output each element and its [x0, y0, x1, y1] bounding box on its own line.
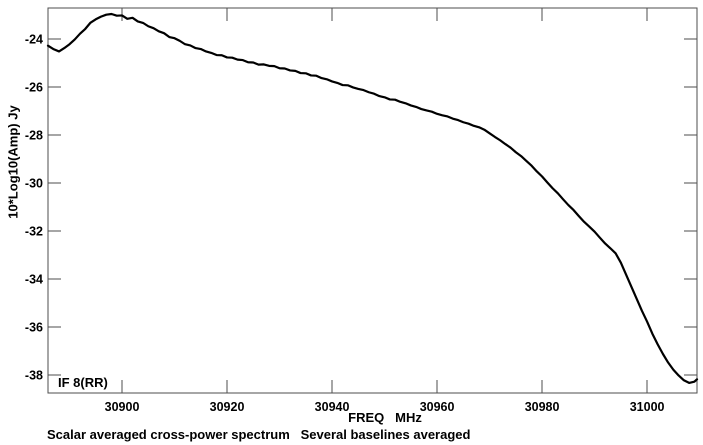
x-tick-label: 30940 — [315, 400, 350, 414]
y-axis-title: 10*Log10(Amp) Jy — [5, 105, 21, 219]
x-tick-label: 30920 — [210, 400, 245, 414]
x-axis-title: FREQ MHz — [348, 410, 422, 425]
y-tick-label: -32 — [25, 224, 43, 238]
y-tick-label: -30 — [25, 176, 43, 190]
x-tick-label: 30900 — [105, 400, 140, 414]
y-tick-label: -24 — [25, 32, 43, 46]
y-tick-label: -38 — [25, 368, 43, 382]
chart-caption: Scalar averaged cross-power spectrum Sev… — [47, 427, 471, 442]
y-tick-label: -34 — [25, 272, 43, 286]
spectrum-trace — [46, 12, 699, 385]
if-annotation: IF 8(RR) — [58, 375, 108, 390]
x-tick-label: 30980 — [525, 400, 560, 414]
y-tick-label: -36 — [25, 320, 43, 334]
x-tick-label: 30960 — [420, 400, 455, 414]
y-tick-label: -28 — [25, 128, 43, 142]
plot-frame — [47, 7, 698, 394]
y-tick-label: -26 — [25, 80, 43, 94]
x-tick-label: 31000 — [630, 400, 665, 414]
